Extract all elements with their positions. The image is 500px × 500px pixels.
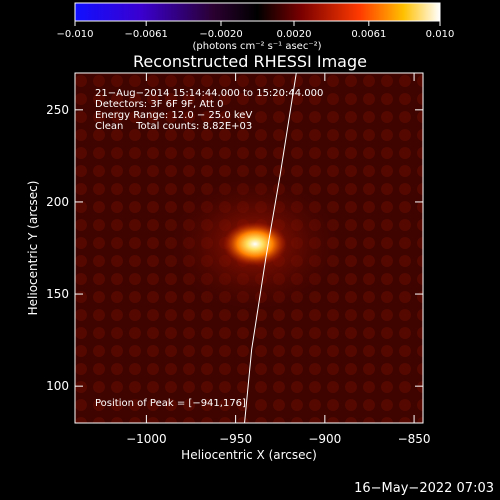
annotation-time-range: 21−Aug−2014 15:14:44.000 to 15:20:44.000 [95,88,324,99]
chart-title: Reconstructed RHESSI Image [133,52,367,71]
plot-frame [74,72,424,424]
annotation-peak-position: Position of Peak = [−941,176] [95,398,246,409]
y-axis-ticks: 100 150 200 250 [46,103,423,393]
x-tick-label: −1000 [126,432,167,446]
colorbar-tick-label: 0.010 [426,29,455,40]
colorbar-tick-label: −0.0020 [199,29,242,40]
x-axis-ticks: −1000 −950 −900 −850 [126,73,431,446]
timestamp: 16−May−2022 07:03 [354,481,494,496]
colorbar-ticks: −0.010 −0.0061 −0.0020 0.0020 0.0061 0.010 [56,21,454,40]
x-tick-label: −900 [308,432,341,446]
solar-limb [244,73,297,423]
colorbar-tick-label: 0.0061 [351,29,386,40]
y-tick-label: 150 [46,287,69,301]
y-tick-label: 250 [46,103,69,117]
y-tick-label: 200 [46,195,69,209]
colorbar-gradient [74,2,441,22]
flare-source [223,222,287,266]
plot-area [75,73,423,423]
colorbar-tick-label: −0.010 [56,29,93,40]
x-tick-label: −850 [398,432,431,446]
y-tick-label: 100 [46,379,69,393]
colorbar-units: (photons cm⁻² s⁻¹ asec⁻²) [192,41,321,52]
x-axis-label: Heliocentric X (arcsec) [181,448,317,462]
colorbar: −0.010 −0.0061 −0.0020 0.0020 0.0061 0.010 (p… [56,2,454,52]
colorbar-tick-label: 0.0020 [277,29,312,40]
x-tick-label: −950 [219,432,252,446]
annotation-detectors: Detectors: 3F 6F 9F, Att 0 [95,99,224,110]
y-axis-label: Heliocentric Y (arcsec) [26,181,40,316]
annotation-energy-range: Energy Range: 12.0 − 25.0 keV [95,110,253,121]
colorbar-tick-label: −0.0061 [124,29,167,40]
annotation-clean-counts: Clean Total counts: 8.82E+03 [95,121,253,132]
